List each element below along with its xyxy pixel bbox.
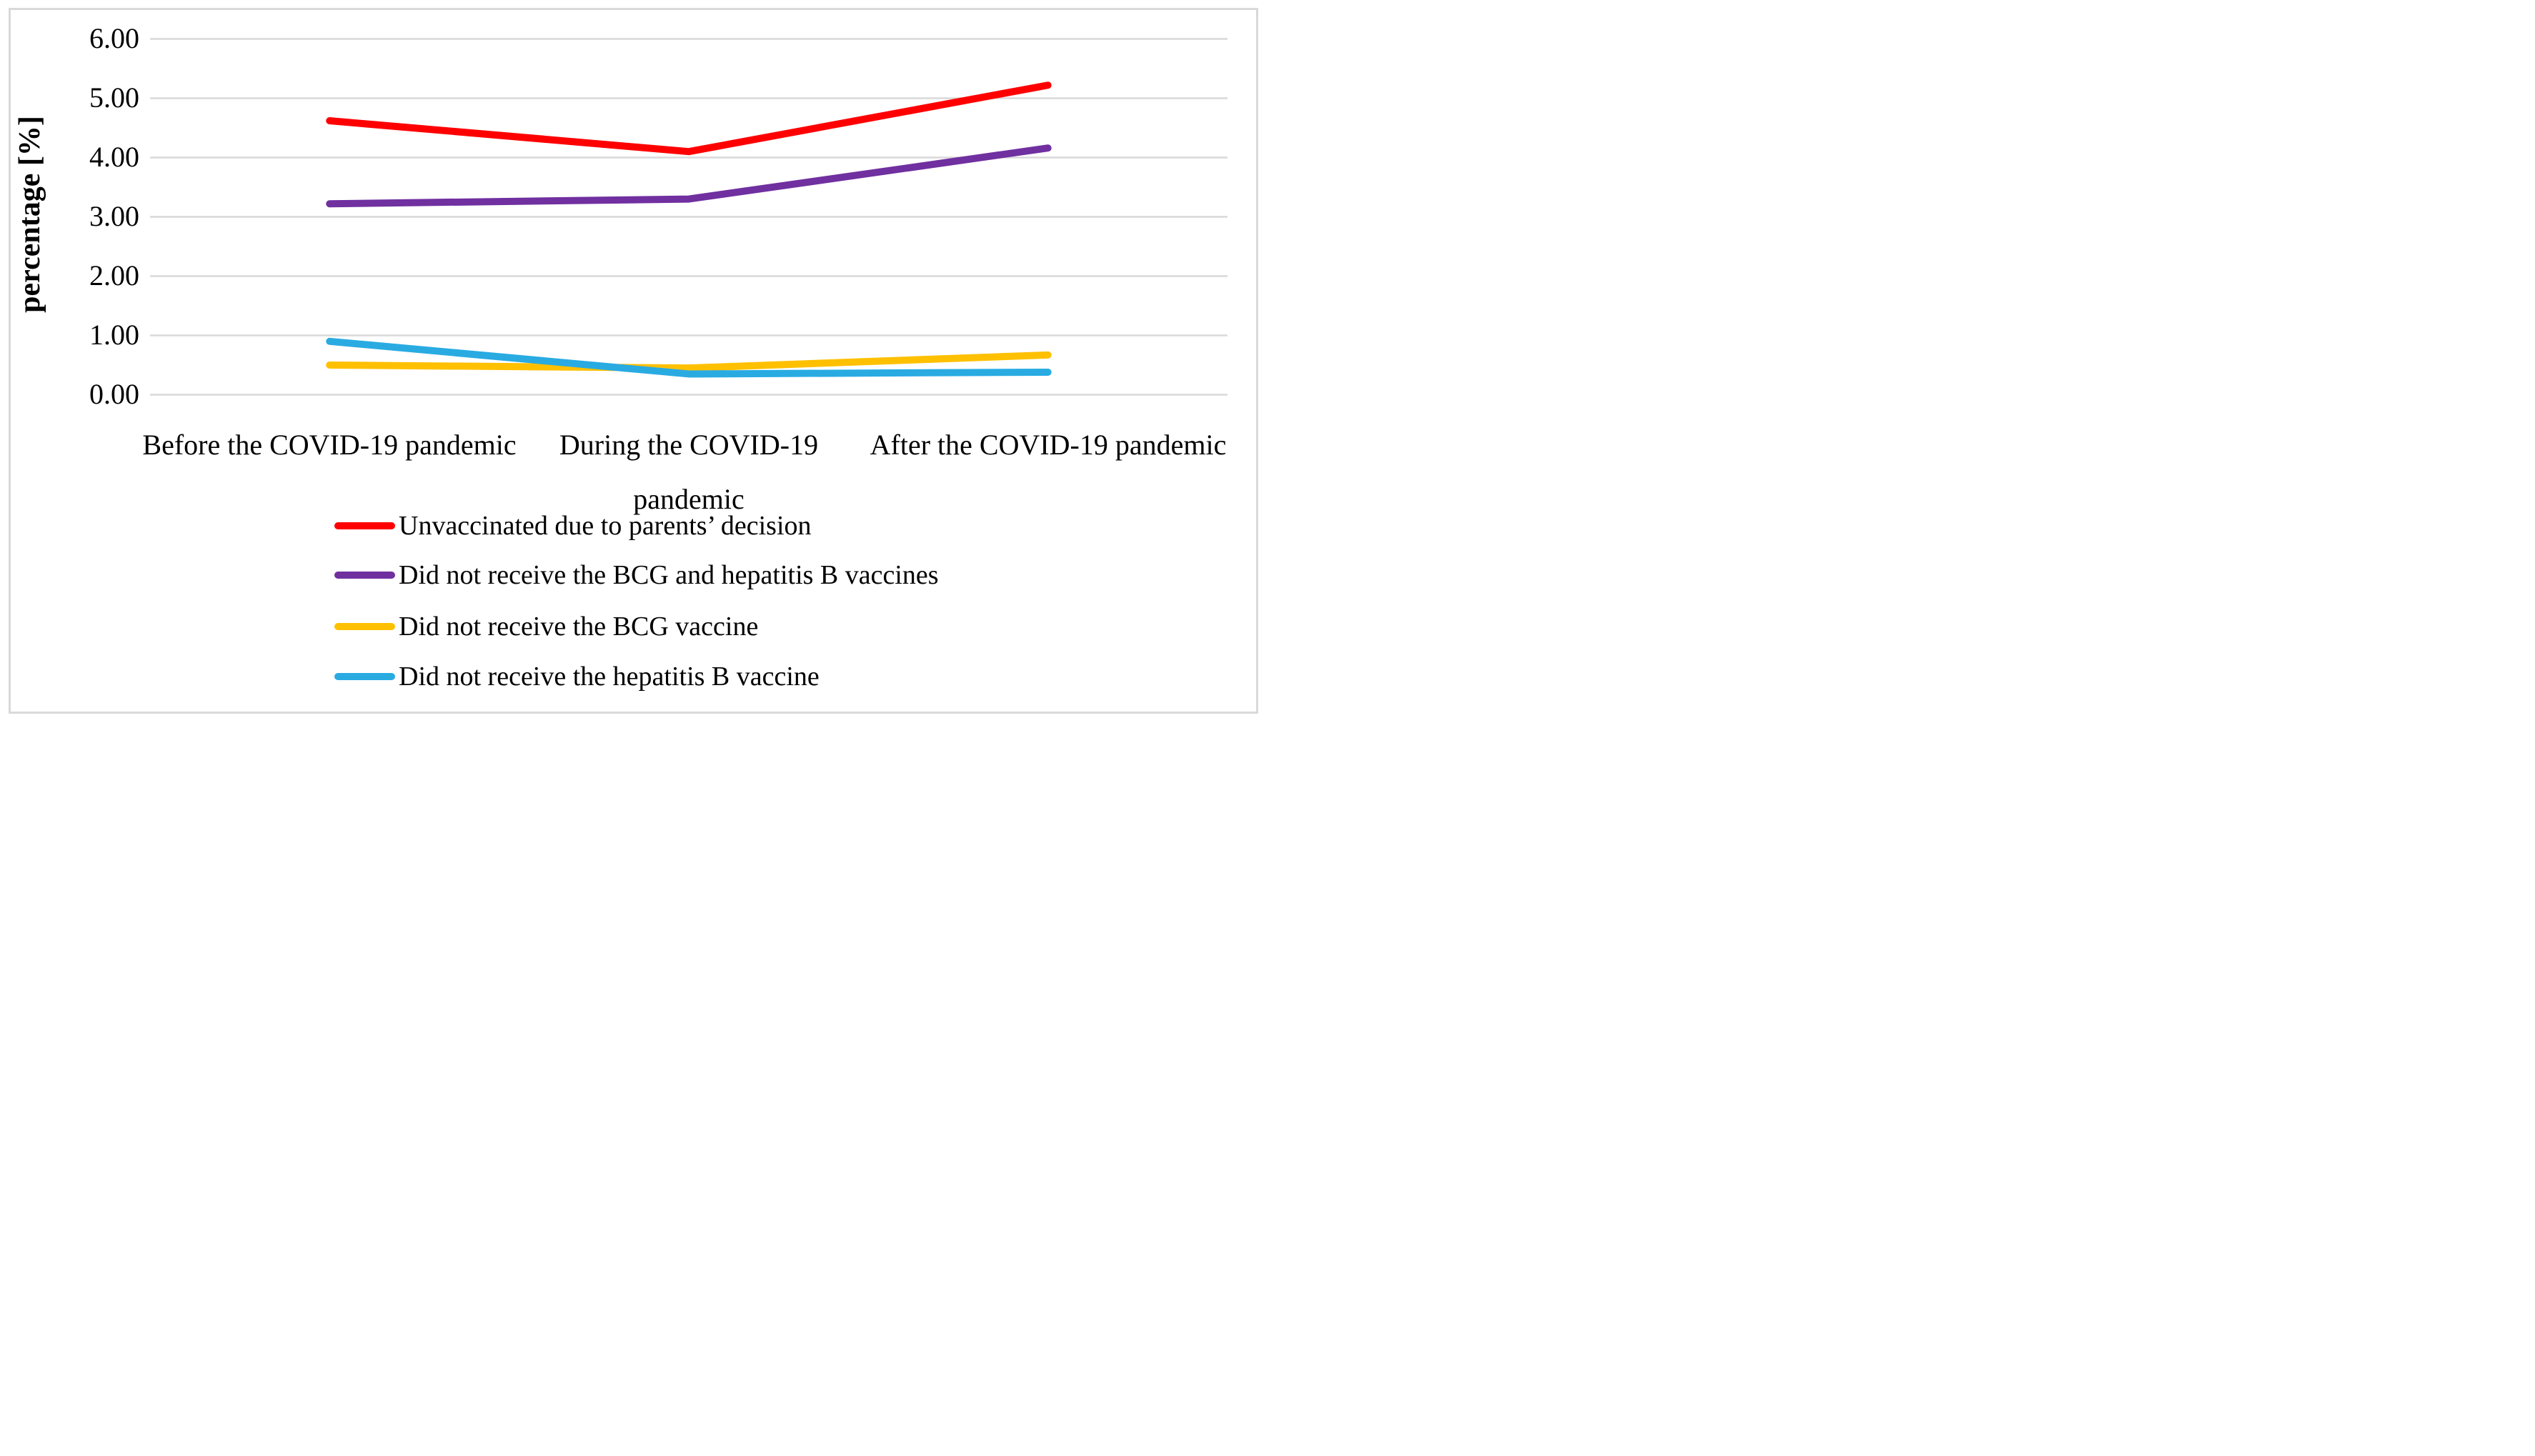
legend-label: Did not receive the BCG vaccine [399, 612, 759, 642]
legend-item: Did not receive the BCG vaccine [334, 612, 759, 642]
plot-area [150, 38, 1227, 396]
x-category-label: After the COVID-19 pandemic [870, 429, 1227, 461]
gridlines [150, 38, 1227, 396]
y-tick-label: 6.00 [89, 22, 139, 54]
series-line-0 [326, 81, 1052, 156]
legend-label: Did not receive the hepatitis B vaccine [399, 662, 820, 692]
series-lines [326, 81, 1052, 378]
x-category-label: During the COVID-19 pandemic [559, 429, 819, 515]
y-tick-label: 2.00 [89, 259, 139, 291]
series-line-1 [326, 144, 1052, 208]
y-tick-label: 1.00 [89, 319, 139, 351]
x-category-label: Before the COVID-19 pandemic [142, 429, 517, 461]
legend-item: Did not receive the BCG and hepatitis B … [334, 560, 939, 590]
figure-frame [9, 8, 1258, 714]
legend-swatch-blue [334, 673, 395, 680]
y-tick-label: 0.00 [89, 378, 139, 410]
y-tick-label: 4.00 [89, 141, 139, 173]
y-tick-label: 5.00 [89, 81, 139, 114]
series-line-3 [326, 337, 1052, 378]
legend-swatch-purple [334, 572, 395, 579]
legend-item: Did not receive the hepatitis B vaccine [334, 662, 820, 692]
series-line-2 [326, 351, 1052, 372]
legend-swatch-red [334, 522, 395, 529]
legend-item: Unvaccinated due to parents’ decision [334, 511, 812, 541]
legend-label: Did not receive the BCG and hepatitis B … [399, 560, 939, 590]
legend-swatch-yellow [334, 623, 395, 630]
y-tick-label: 3.00 [89, 200, 139, 232]
figure: percentage [%] 6.00 5.00 4.00 3.00 2.00 … [0, 0, 1268, 728]
legend-label: Unvaccinated due to parents’ decision [399, 511, 812, 541]
